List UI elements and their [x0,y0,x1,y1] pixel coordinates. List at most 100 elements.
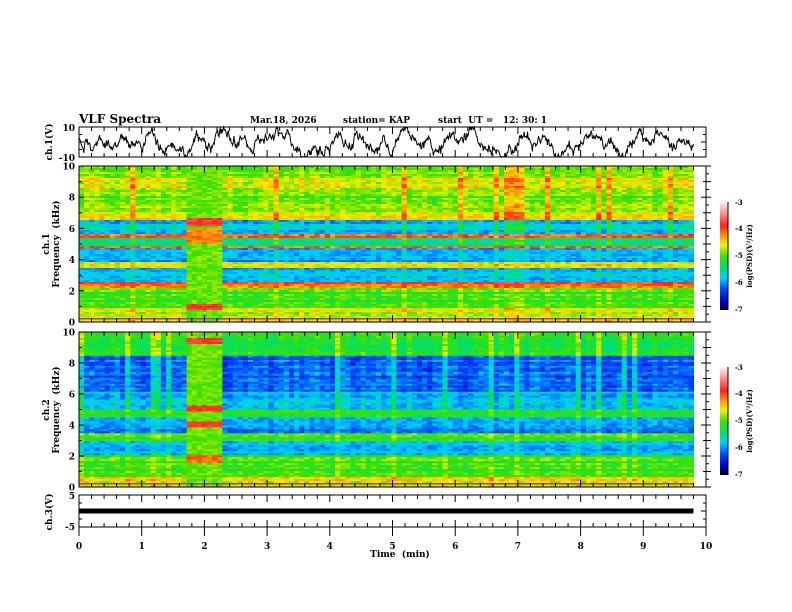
spectrogram-cell [591,168,597,171]
spectrogram-cell [145,168,152,171]
spectrogram-cell [294,166,300,169]
spectrogram-cell [125,168,131,171]
spectrogram-cell [519,168,526,171]
spectrogram-cell [381,168,387,171]
spectrogram-cell [606,168,613,171]
spectrogram-cell [662,166,669,169]
spectrogram-cell [237,168,244,171]
spectrogram-cell [99,166,106,169]
spectrogram-cell [411,166,418,169]
spectrogram-cell [258,168,264,171]
spectrogram-cell [632,166,638,169]
spectrogram-cell [463,166,469,169]
spectrogram-cell [560,168,567,171]
spectrogram-cell [396,168,403,171]
spectrogram-cell [478,166,485,169]
station-label: station= KAP [343,116,410,126]
date-label: Mar.18, 2026 [250,116,317,126]
spectrogram-cell [457,166,464,169]
spectrogram-cell [94,168,101,171]
spectrogram-cell [504,168,510,171]
spectrogram-cell [217,166,223,169]
spectrogram-cell [263,166,270,169]
spectrogram-cell [601,166,608,169]
spectrogram-cell [119,168,126,171]
spectrogram-cell [642,168,648,171]
spectrogram-cell [473,168,479,171]
spectrogram-cell [89,168,95,171]
spectrogram-cell [160,166,167,169]
spectrogram-cell [191,166,198,169]
spectrogram-cell [544,166,551,169]
figure-title: VLF Spectra [78,112,161,126]
spectrogram-cell [657,168,664,171]
spectrogram-cell [575,168,582,171]
spectrogram-cell [544,168,551,171]
spectrogram-cell [329,168,336,171]
spectrogram-cell [114,166,121,169]
spectrogram-cell [155,168,162,171]
spectrogram-cell [99,168,106,171]
spectrogram-cell [150,168,157,171]
spectrogram-cell [483,168,490,171]
spectrogram-cell [196,168,203,171]
spectrogram-cell [304,166,311,169]
spectrogram-cell [268,168,275,171]
spectrogram-cell [621,166,628,169]
spectrogram-cell [550,166,556,169]
spectrogram-cell [416,166,423,169]
spectrogram-cell [171,168,177,171]
spectrogram-cell [422,166,428,169]
spectrogram-cell [268,166,275,169]
spectrogram-cell [237,166,244,169]
spectrogram-cell [335,166,341,169]
spectrogram-cell [406,166,413,169]
spectrogram-cell [386,166,392,169]
spectrogram-cell [529,168,536,171]
spectrogram-cell [273,166,280,169]
spectrogram-cell [637,166,643,169]
spectrogram-cell [601,168,608,171]
spectrogram-cell [375,168,382,171]
spectrogram-cell [498,168,505,171]
spectrogram-cell [166,168,172,171]
spectrogram-cell [84,166,90,169]
spectrogram-cell [524,166,531,169]
spectrogram-cell [232,168,239,171]
spectrogram-cell [514,166,520,169]
spectrogram-cell [437,166,444,169]
spectrogram-cell [611,168,618,171]
spectrogram-cell [130,166,136,169]
spectrogram-cell [242,168,249,171]
spectrogram-cell [611,166,618,169]
spectrogram-cell [181,166,188,169]
spectrogram-cell [150,166,157,169]
spectrogram-cell [672,168,679,171]
spectrogram-cell [616,166,623,169]
spectrogram-cell [319,168,326,171]
spectrogram-cell [370,166,377,169]
spectrogram-cell [319,166,326,169]
spectrogram-cell [104,168,111,171]
spectrogram-cell [94,166,101,169]
spectrogram-cell [524,168,531,171]
spectrogram-cell [212,166,218,169]
spectrogram-cell [416,168,423,171]
spectrogram-cell [375,166,382,169]
spectrogram-cell [555,166,561,169]
spectrogram-cell [519,166,526,169]
spectrogram-cell [304,168,311,171]
spectrogram-cell [411,168,418,171]
spectrogram-cell [596,166,602,169]
spectrogram-cell [135,168,142,171]
spectrogram-cell [79,166,85,169]
spectrogram-cell [488,166,495,169]
start-time-label: start UT = 12: 30: 1 [438,116,547,126]
spectrogram-cell [166,166,172,169]
spectrogram-cell [283,166,290,169]
spectrogram-cell [130,168,136,171]
spectrogram-cell [345,168,351,171]
spectrogram-cell [160,168,167,171]
spectrogram-cell [181,168,188,171]
spectrogram-cell [632,168,638,171]
